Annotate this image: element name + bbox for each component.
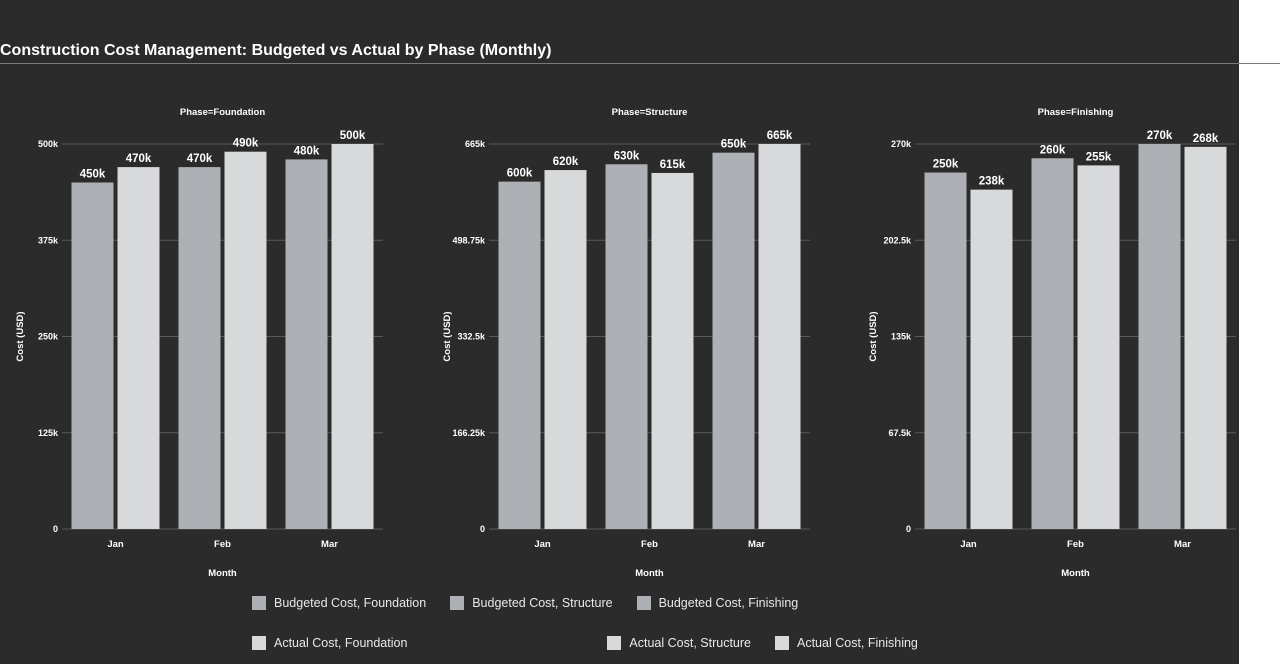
y-tick-label: 166.25k (452, 428, 486, 438)
legend-swatch (775, 636, 789, 650)
bar[interactable] (712, 152, 755, 529)
data-label: 620k (553, 156, 579, 168)
x-tick-label: Jan (534, 539, 551, 550)
legend-label: Actual Cost, Structure (629, 636, 751, 650)
y-axis-title: Cost (USD) (868, 311, 879, 361)
bar[interactable] (1184, 146, 1227, 529)
data-label: 270k (1147, 130, 1173, 142)
chart-title: Construction Cost Management: Budgeted v… (0, 42, 552, 59)
y-tick-label: 202.5k (883, 235, 912, 245)
y-tick-label: 250k (38, 332, 59, 342)
subplot-title: Phase=Finishing (1038, 107, 1114, 118)
legend-item[interactable]: Budgeted Cost, Foundation (252, 594, 426, 612)
bar[interactable] (544, 170, 587, 530)
bar[interactable] (331, 144, 374, 529)
x-axis-title: Month (1061, 568, 1090, 579)
data-label: 500k (340, 130, 366, 142)
y-tick-label: 0 (906, 524, 911, 534)
legend-item[interactable]: Actual Cost, Foundation (252, 634, 407, 652)
data-label: 630k (614, 150, 640, 162)
data-label: 255k (1086, 151, 1112, 163)
x-tick-label: Mar (1174, 539, 1191, 550)
legend-swatch (252, 636, 266, 650)
x-tick-label: Jan (107, 539, 124, 550)
x-axis-title: Month (635, 568, 664, 579)
legend-item[interactable]: Actual Cost, Finishing (775, 634, 918, 652)
x-tick-label: Feb (1067, 539, 1084, 550)
bar[interactable] (651, 172, 694, 529)
subplot-title: Phase=Structure (612, 107, 688, 118)
y-tick-label: 500k (38, 139, 59, 149)
legend: Budgeted Cost, Foundation Budgeted Cost,… (252, 594, 1012, 652)
data-label: 470k (187, 153, 213, 165)
x-tick-label: Feb (641, 539, 658, 550)
data-label: 665k (767, 130, 793, 142)
bar[interactable] (1031, 158, 1074, 529)
y-tick-label: 332.5k (457, 332, 486, 342)
data-label: 260k (1040, 144, 1066, 156)
data-label: 268k (1193, 133, 1219, 145)
data-label: 490k (233, 138, 259, 150)
bar[interactable] (117, 167, 160, 529)
legend-label: Budgeted Cost, Structure (472, 596, 613, 610)
bar[interactable] (1077, 165, 1120, 529)
legend-item[interactable]: Budgeted Cost, Finishing (636, 594, 799, 612)
data-label: 600k (507, 168, 533, 180)
y-tick-label: 135k (891, 332, 912, 342)
bar[interactable] (758, 144, 801, 529)
data-label: 480k (294, 145, 320, 157)
legend-label: Actual Cost, Foundation (274, 636, 408, 650)
legend-label: Budgeted Cost, Foundation (274, 596, 427, 610)
data-label: 238k (979, 176, 1005, 188)
x-axis-title: Month (208, 568, 237, 579)
x-tick-label: Feb (214, 539, 231, 550)
y-tick-label: 375k (38, 235, 59, 245)
legend-label: Actual Cost, Finishing (797, 636, 918, 650)
subplot-title: Phase=Foundation (180, 107, 265, 118)
bar[interactable] (970, 189, 1013, 529)
bar[interactable] (924, 172, 967, 529)
y-tick-label: 0 (53, 524, 58, 534)
title-divider (0, 63, 1280, 64)
y-tick-label: 67.5k (888, 428, 912, 438)
y-tick-label: 665k (465, 139, 486, 149)
data-label: 250k (933, 159, 959, 171)
bar[interactable] (1138, 144, 1181, 529)
bar[interactable] (285, 159, 328, 529)
data-label: 450k (80, 169, 106, 181)
data-label: 470k (126, 153, 152, 165)
data-label: 615k (660, 159, 686, 171)
y-axis-title: Cost (USD) (15, 311, 26, 361)
legend-swatch (607, 636, 622, 650)
legend-swatch (636, 596, 651, 610)
legend-label: Budgeted Cost, Finishing (658, 596, 799, 610)
data-label: 650k (721, 139, 747, 151)
legend-item[interactable]: Budgeted Cost, Structure (450, 594, 613, 612)
legend-item[interactable]: Actual Cost, Structure (607, 634, 751, 652)
y-tick-label: 125k (38, 428, 59, 438)
x-tick-label: Jan (960, 539, 977, 550)
x-tick-label: Mar (748, 539, 765, 550)
bar[interactable] (498, 181, 541, 529)
bar[interactable] (605, 164, 648, 529)
bar[interactable] (71, 182, 114, 530)
legend-swatch (252, 596, 266, 610)
legend-swatch (450, 596, 465, 610)
y-tick-label: 498.75k (452, 235, 486, 245)
y-tick-label: 270k (891, 139, 912, 149)
bar[interactable] (178, 167, 221, 529)
bar[interactable] (224, 151, 267, 529)
chart-plots: Phase=Foundation 0 125k 250k 375k 500k Cost (U… (15, 107, 1236, 579)
x-tick-label: Mar (321, 539, 338, 550)
y-tick-label: 0 (480, 524, 485, 534)
y-axis-title: Cost (USD) (442, 311, 453, 361)
